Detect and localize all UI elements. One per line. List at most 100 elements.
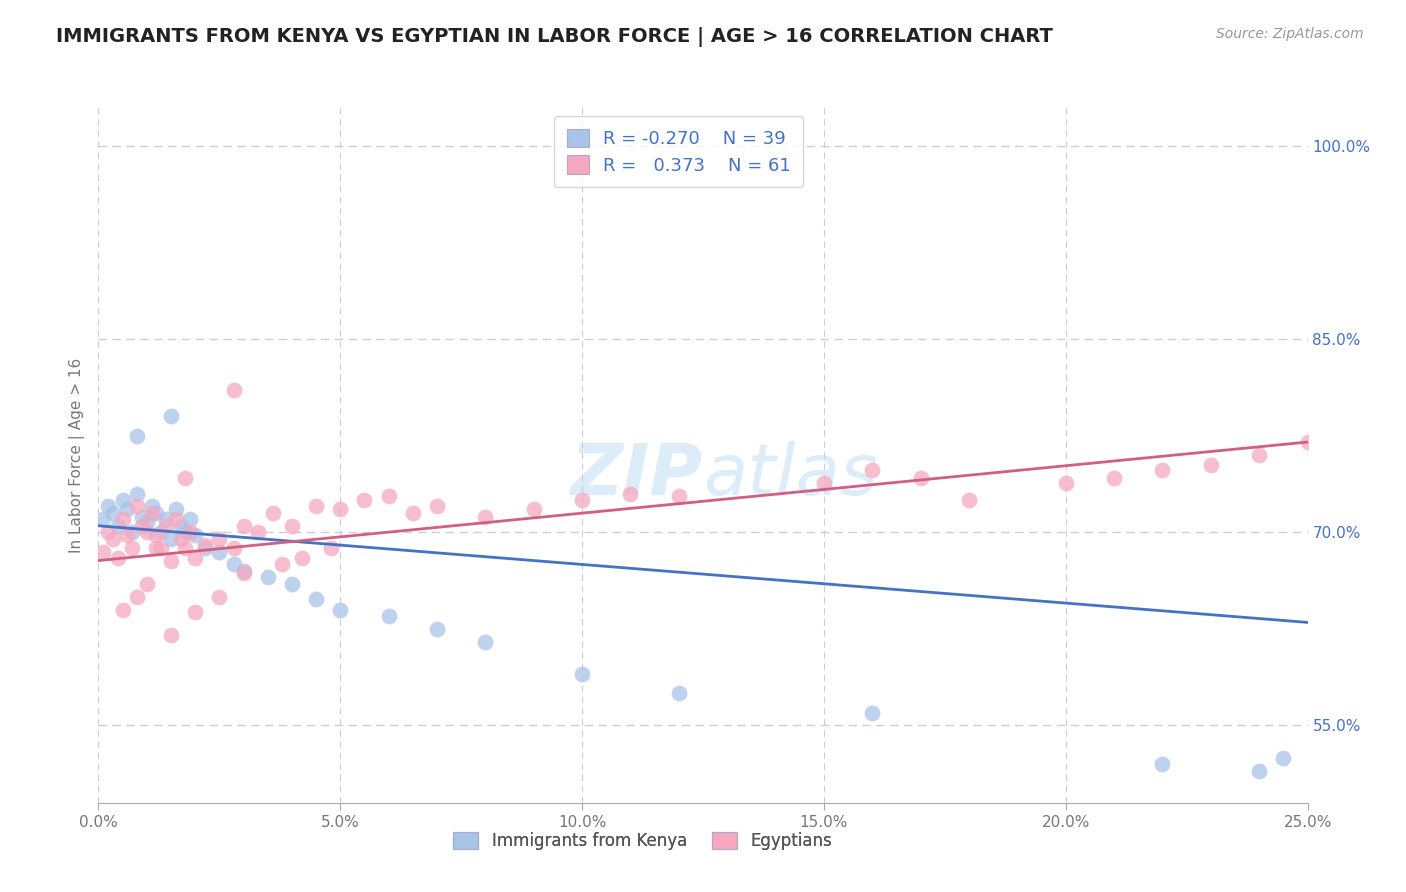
Point [1199,458,1222,473]
Point [145,528,167,542]
Point [160,553,183,567]
Point [957,493,980,508]
Point [135,576,157,591]
Point [111,512,134,526]
Point [910,471,932,485]
Point [174,471,197,485]
Point [169,518,191,533]
Text: Source: ZipAtlas.com: Source: ZipAtlas.com [1216,27,1364,41]
Point [523,502,546,516]
Point [426,500,449,514]
Point [222,541,245,555]
Point [305,500,328,514]
Y-axis label: In Labor Force | Age > 16: In Labor Force | Age > 16 [69,358,84,552]
Point [281,518,304,533]
Point [208,590,231,604]
Point [155,518,177,533]
Point [281,576,304,591]
Point [91,512,114,526]
Point [179,512,201,526]
Point [184,528,207,542]
Point [107,551,129,566]
Point [97,525,120,540]
Point [107,518,129,533]
Point [1249,448,1271,462]
Point [247,525,270,540]
Point [131,518,153,533]
Point [155,512,177,526]
Point [184,605,207,619]
Point [141,500,163,514]
Point [1249,764,1271,778]
Point [668,686,690,700]
Point [813,476,835,491]
Point [290,551,312,566]
Text: ZIP: ZIP [571,442,703,510]
Point [1152,757,1174,772]
Point [101,532,124,546]
Point [208,532,231,546]
Point [619,486,641,500]
Point [222,558,245,572]
Point [571,493,593,508]
Point [145,541,167,555]
Point [571,667,593,681]
Point [232,518,254,533]
Point [160,628,183,642]
Point [127,486,149,500]
Point [402,506,425,520]
Point [127,428,149,442]
Point [329,602,352,616]
Point [160,409,183,424]
Point [474,634,496,648]
Point [150,525,173,540]
Point [131,509,153,524]
Text: IMMIGRANTS FROM KENYA VS EGYPTIAN IN LABOR FORCE | AGE > 16 CORRELATION CHART: IMMIGRANTS FROM KENYA VS EGYPTIAN IN LAB… [56,27,1053,46]
Point [860,463,883,477]
Point [1054,476,1077,491]
Point [169,532,191,546]
Point [194,538,217,552]
Point [141,506,163,520]
Point [232,566,254,581]
Point [184,551,207,566]
Point [174,525,197,540]
Point [127,500,149,514]
Point [353,493,375,508]
Point [271,558,294,572]
Point [208,544,231,558]
Point [174,541,197,555]
Text: atlas: atlas [703,442,877,510]
Point [145,506,167,520]
Point [256,570,278,584]
Point [121,541,143,555]
Point [1296,435,1319,450]
Point [117,502,139,516]
Point [668,489,690,503]
Point [150,541,173,555]
Point [222,384,245,398]
Point [111,493,134,508]
Point [860,706,883,720]
Point [135,525,157,540]
Point [426,622,449,636]
Point [179,525,201,540]
Point [111,602,134,616]
Point [127,590,149,604]
Point [135,515,157,529]
Point [121,525,143,540]
Point [165,512,187,526]
Point [1102,471,1125,485]
Point [1272,750,1295,764]
Point [165,502,187,516]
Point [91,544,114,558]
Point [377,609,399,624]
Point [160,532,183,546]
Point [262,506,284,520]
Point [1152,463,1174,477]
Point [305,592,328,607]
Point [474,509,496,524]
Point [232,564,254,578]
Point [194,541,217,555]
Point [377,489,399,503]
